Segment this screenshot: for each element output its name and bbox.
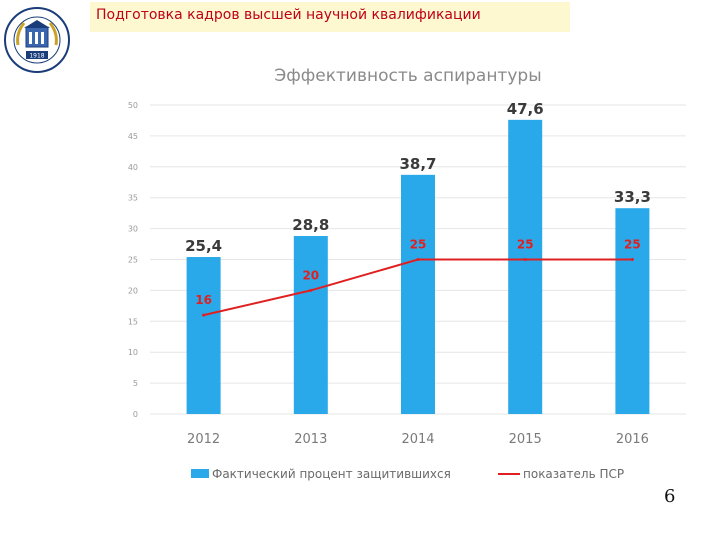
y-tick-label: 10: [128, 348, 138, 357]
bar: [186, 257, 221, 414]
y-tick-label: 45: [128, 132, 138, 141]
y-tick-label: 30: [128, 225, 138, 234]
x-tick-label: 2015: [509, 432, 542, 447]
legend: Фактический процент защитившихся показате…: [191, 467, 624, 481]
y-tick-label: 50: [128, 101, 138, 110]
bar-value-label: 33,3: [614, 188, 651, 206]
y-tick-label: 0: [133, 410, 138, 419]
chart-title: Эффективность аспирантуры: [274, 66, 541, 86]
bar: [508, 119, 543, 414]
slide-title-bar: [90, 2, 570, 32]
bar-value-label: 47,6: [507, 100, 544, 118]
y-axis: 0 5 10 15 20 25 30 35 40 45 50: [128, 101, 138, 419]
line-value-label: 25: [410, 238, 427, 252]
y-tick-label: 20: [128, 286, 138, 295]
bar-value-label: 38,7: [399, 155, 436, 173]
x-tick-label: 2013: [294, 432, 327, 447]
bar: [401, 174, 435, 414]
logo-year: 1918: [29, 53, 44, 60]
y-tick-label: 15: [128, 317, 138, 326]
page-number: 6: [664, 486, 676, 507]
bar-value-label: 25,4: [185, 237, 222, 255]
bar-value-label: 28,8: [292, 216, 329, 234]
line-point: [309, 288, 313, 292]
x-tick-label: 2016: [616, 432, 649, 447]
line-value-label: 16: [195, 293, 212, 307]
line-point: [202, 313, 206, 317]
y-tick-label: 40: [128, 163, 138, 172]
line-point: [630, 258, 634, 261]
slide-title: Подготовка кадров высшей научной квалифи…: [96, 7, 481, 23]
line-point: [523, 258, 527, 261]
x-axis: 2012 2013 2014 2015 2016: [187, 432, 649, 447]
university-logo: 1918: [4, 7, 70, 73]
psr-line-series: 16 20 25 25 25: [195, 238, 641, 317]
legend-swatch-bars: [191, 469, 209, 478]
x-tick-label: 2012: [187, 432, 220, 447]
legend-label-bars: Фактический процент защитившихся: [212, 467, 451, 481]
bar: [615, 208, 650, 414]
bars: 25,4 28,8 38,7 47,6 33,3: [185, 100, 651, 414]
x-tick-label: 2014: [401, 432, 434, 447]
line-value-label: 20: [302, 268, 319, 282]
bar: [293, 236, 328, 414]
y-tick-label: 25: [128, 256, 138, 265]
line-value-label: 25: [624, 238, 641, 252]
y-tick-label: 35: [128, 194, 138, 203]
legend-label-line: показатель ПСР: [523, 467, 624, 481]
line-point: [416, 258, 420, 261]
line-value-label: 25: [517, 238, 534, 252]
y-tick-label: 5: [133, 379, 138, 388]
